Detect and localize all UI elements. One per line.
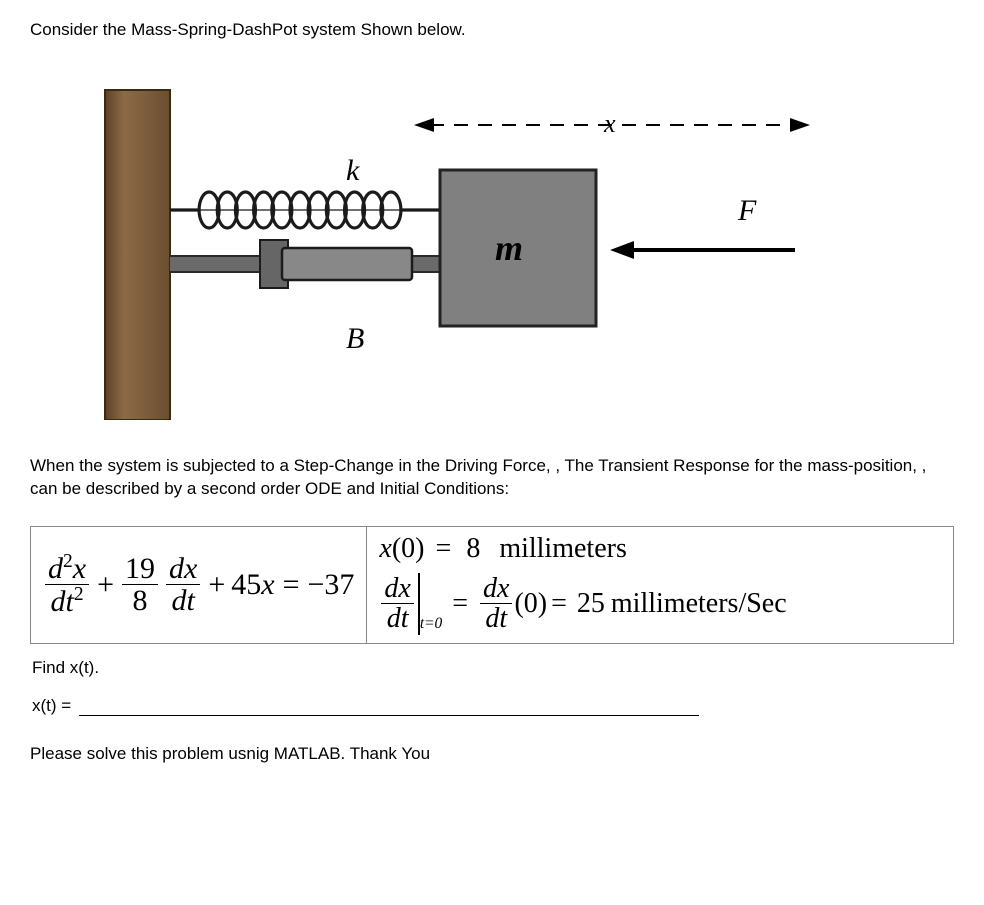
intro-text: Consider the Mass-Spring-DashPot system …	[30, 20, 954, 40]
initial-condition-2: dx dt t=0 = dx dt (0) = 25 millimeters/S…	[379, 569, 941, 635]
svg-text:B: B	[346, 322, 364, 355]
footer-note: Please solve this problem usnig MATLAB. …	[30, 744, 954, 764]
mass-spring-dashpot-diagram: k Bm Fx	[50, 60, 934, 425]
answer-blank[interactable]	[79, 697, 699, 716]
answer-line: x(t) =	[32, 696, 954, 716]
equation-block: d2x dt2 + 19 8 dx dt + 45x = −37 x(0) = …	[30, 526, 954, 644]
paragraph-description: When the system is subjected to a Step-C…	[30, 455, 954, 501]
svg-text:x: x	[603, 109, 616, 138]
ode-equation: d2x dt2 + 19 8 dx dt + 45x = −37	[31, 527, 367, 643]
svg-text:k: k	[346, 154, 360, 187]
answer-prefix: x(t) =	[32, 696, 71, 716]
svg-text:F: F	[737, 194, 757, 227]
svg-text:m: m	[495, 228, 523, 268]
initial-condition-1: x(0) = 8 millimeters	[379, 533, 941, 569]
find-prompt: Find x(t).	[32, 658, 954, 678]
